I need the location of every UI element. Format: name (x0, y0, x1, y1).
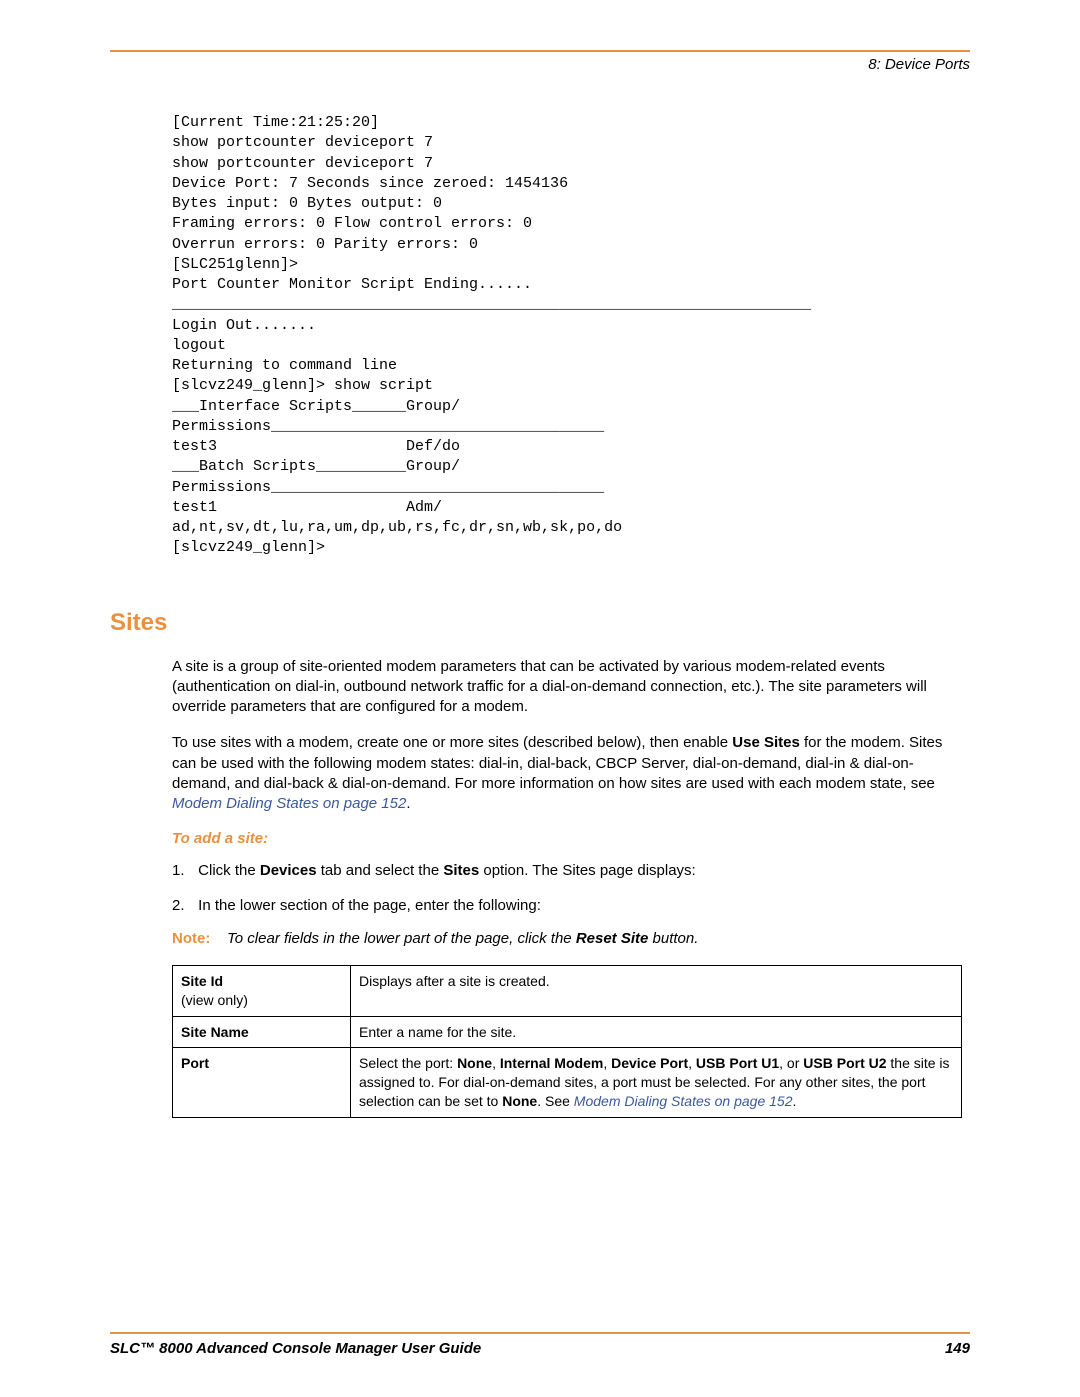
note-pre: To clear fields in the lower part of the… (227, 930, 576, 947)
footer-title: SLC™ 8000 Advanced Console Manager User … (110, 1340, 481, 1357)
table-row: Port Select the port: None, Internal Mod… (173, 1048, 962, 1118)
step1-end: option. The Sites page displays: (479, 862, 696, 879)
d-b5: USB Port U2 (803, 1055, 886, 1071)
step1-b1: Devices (260, 862, 317, 879)
d-b6: None (502, 1093, 537, 1109)
d-m3: , (688, 1055, 696, 1071)
list-item: 2. In the lower section of the page, ent… (172, 896, 970, 916)
table-row: Site Id (view only) Displays after a sit… (173, 965, 962, 1016)
step-number: 2. (172, 896, 194, 916)
note: Note: To clear fields in the lower part … (172, 930, 970, 947)
parameters-table: Site Id (view only) Displays after a sit… (172, 965, 962, 1118)
param-desc-cell: Enter a name for the site. (351, 1016, 962, 1048)
note-bold: Reset Site (576, 930, 649, 947)
steps-list: 1. Click the Devices tab and select the … (172, 861, 970, 916)
footer-page-number: 149 (945, 1340, 970, 1357)
param-desc-cell: Select the port: None, Internal Modem, D… (351, 1048, 962, 1118)
d-m4: , or (779, 1055, 803, 1071)
d-b2: Internal Modem (500, 1055, 603, 1071)
d-b3: Device Port (611, 1055, 688, 1071)
step-number: 1. (172, 861, 194, 881)
header-rule (110, 50, 970, 52)
section-para-1: A site is a group of site-oriented modem… (172, 657, 970, 718)
param-desc: Enter a name for the site. (359, 1024, 516, 1040)
d-b4: USB Port U1 (696, 1055, 779, 1071)
param-desc: Displays after a site is created. (359, 973, 550, 989)
param-label-cell: Port (173, 1048, 351, 1118)
para2-pre: To use sites with a modem, create one or… (172, 734, 732, 751)
para2-bold: Use Sites (732, 734, 800, 751)
para2-end: . (406, 795, 410, 812)
note-end: button. (648, 930, 698, 947)
param-label: Site Name (181, 1024, 249, 1040)
subsection-title: To add a site: (172, 830, 970, 847)
step1-mid: tab and select the (317, 862, 444, 879)
param-label-cell: Site Id (view only) (173, 965, 351, 1016)
step1-b2: Sites (443, 862, 479, 879)
section-title: Sites (110, 609, 970, 637)
d-pre: Select the port: (359, 1055, 457, 1071)
page-footer: SLC™ 8000 Advanced Console Manager User … (110, 1332, 970, 1357)
param-label-sub: (view only) (181, 992, 248, 1008)
section-para-2: To use sites with a modem, create one or… (172, 733, 970, 814)
param-label: Port (181, 1055, 209, 1071)
note-label: Note: (172, 930, 210, 947)
modem-states-link[interactable]: Modem Dialing States on page 152 (172, 795, 406, 812)
step2-text: In the lower section of the page, enter … (198, 897, 541, 914)
d-end: . (793, 1093, 797, 1109)
modem-states-link-2[interactable]: Modem Dialing States on page 152 (574, 1093, 793, 1109)
param-desc-cell: Displays after a site is created. (351, 965, 962, 1016)
page-header: 8: Device Ports (110, 56, 970, 73)
list-item: 1. Click the Devices tab and select the … (172, 861, 970, 881)
d-b1: None (457, 1055, 492, 1071)
code-sample: [Current Time:21:25:20] show portcounter… (172, 113, 970, 559)
param-label-cell: Site Name (173, 1016, 351, 1048)
d-m1: , (492, 1055, 500, 1071)
footer-rule (110, 1332, 970, 1334)
step1-pre: Click the (198, 862, 260, 879)
d-m2: , (603, 1055, 611, 1071)
d-m6: . See (537, 1093, 574, 1109)
table-row: Site Name Enter a name for the site. (173, 1016, 962, 1048)
param-label: Site Id (181, 973, 223, 989)
